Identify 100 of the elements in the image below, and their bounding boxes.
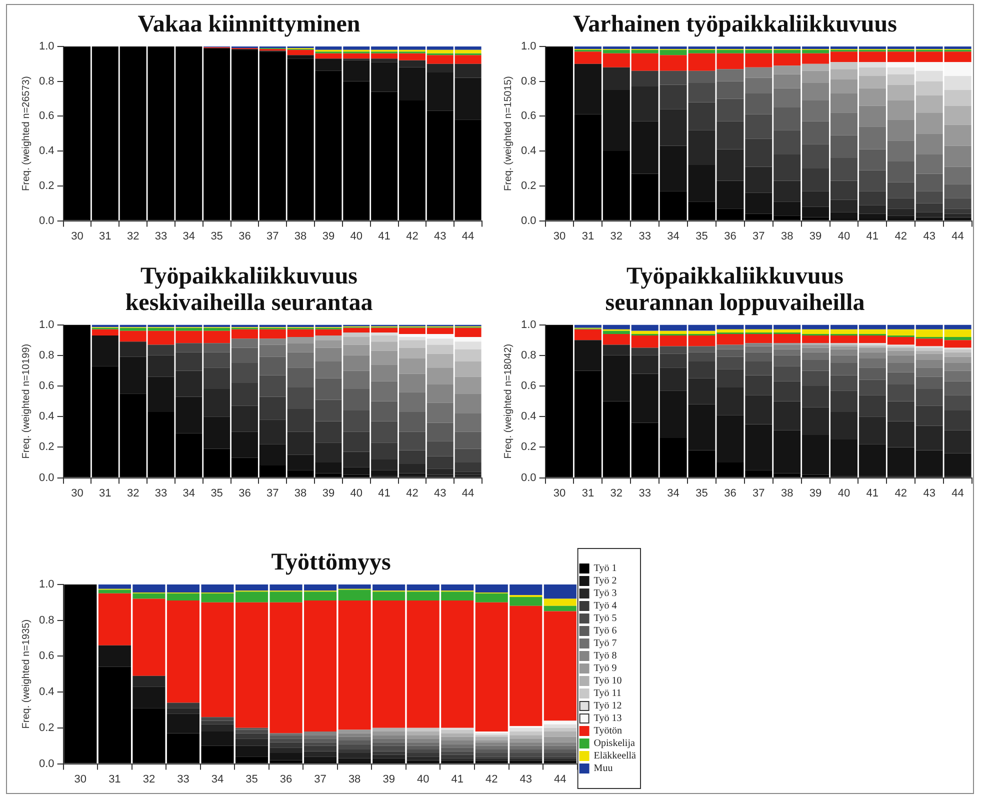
x-tick-label: 39 bbox=[809, 230, 822, 242]
y-tick-label: 0.8 bbox=[520, 349, 536, 362]
x-tick-label: 43 bbox=[434, 487, 446, 500]
legend-label: Työ 11 bbox=[594, 688, 622, 700]
bar bbox=[132, 686, 166, 708]
legend-label: Työ 6 bbox=[594, 626, 617, 637]
bar bbox=[602, 330, 630, 334]
legend-label: Työ 9 bbox=[594, 663, 617, 674]
legend-label: Työ 8 bbox=[594, 650, 617, 662]
chart-title: Työttömyys bbox=[271, 549, 391, 576]
bar bbox=[235, 738, 268, 746]
y-tick-label: 0.6 bbox=[520, 110, 536, 122]
x-tick-label: 36 bbox=[280, 773, 292, 786]
bar bbox=[98, 645, 131, 667]
y-tick-label: 0.4 bbox=[520, 410, 536, 423]
x-tick-label: 33 bbox=[177, 773, 190, 786]
y-tick-label: 0.2 bbox=[38, 722, 54, 734]
x-tick-label: 31 bbox=[108, 773, 121, 786]
x-tick-label: 43 bbox=[520, 773, 532, 786]
y-axis-title: Freq. (weighted n=15015) bbox=[502, 76, 514, 191]
y-tick-label: 0.2 bbox=[38, 180, 54, 192]
bar bbox=[544, 746, 576, 750]
x-tick-label: 36 bbox=[724, 487, 736, 500]
legend-label: Opiskelija bbox=[594, 738, 636, 750]
legend-label: Työ 1 bbox=[594, 563, 617, 574]
bar bbox=[201, 720, 234, 724]
y-axis-title: Freq. (weighted n=1935) bbox=[20, 619, 32, 729]
x-tick-label: 35 bbox=[696, 487, 708, 500]
bar bbox=[544, 720, 576, 724]
bar bbox=[304, 738, 337, 742]
x-tick-label: 37 bbox=[314, 773, 326, 786]
bar bbox=[270, 735, 302, 739]
x-tick-label: 36 bbox=[238, 230, 251, 242]
x-tick-label: 37 bbox=[752, 487, 765, 500]
x-tick-label: 36 bbox=[724, 230, 736, 242]
y-tick-label: 0.8 bbox=[38, 349, 54, 362]
x-tick-label: 37 bbox=[266, 487, 279, 500]
bar bbox=[510, 728, 542, 732]
x-tick-label: 31 bbox=[582, 230, 594, 242]
x-tick-label: 42 bbox=[486, 773, 498, 786]
x-tick-label: 43 bbox=[923, 230, 936, 242]
x-tick-label: 30 bbox=[71, 230, 84, 242]
y-tick-label: 0.6 bbox=[38, 380, 54, 392]
legend-label: Eläkkeellä bbox=[594, 750, 637, 762]
x-tick-label: 32 bbox=[126, 487, 140, 500]
y-tick-label: 0.4 bbox=[38, 145, 54, 158]
x-tick-label: 38 bbox=[780, 487, 794, 500]
x-tick-label: 42 bbox=[406, 487, 418, 500]
x-tick-label: 33 bbox=[154, 230, 168, 242]
bar bbox=[201, 717, 234, 721]
bar bbox=[544, 742, 576, 746]
x-tick-label: 38 bbox=[294, 487, 307, 500]
chart-title: Varhainen työpaikkaliikkuvuus bbox=[573, 11, 897, 38]
x-tick-label: 43 bbox=[923, 487, 936, 500]
bar bbox=[166, 708, 200, 714]
x-tick-label: 42 bbox=[894, 487, 908, 500]
y-tick-label: 0.8 bbox=[38, 75, 54, 88]
legend-label: Työ 4 bbox=[594, 600, 617, 612]
y-tick-label: 0.0 bbox=[520, 472, 536, 484]
x-tick-label: 40 bbox=[350, 230, 363, 242]
x-tick-label: 38 bbox=[348, 773, 361, 786]
x-tick-label: 43 bbox=[434, 230, 446, 242]
x-tick-label: 32 bbox=[610, 487, 623, 500]
chart-title: Työpaikkaliikkuvuus seurannan loppuvaiheilla bbox=[605, 263, 865, 316]
bar bbox=[544, 749, 576, 754]
x-tick-label: 32 bbox=[126, 230, 140, 242]
x-tick-label: 41 bbox=[378, 487, 390, 500]
x-tick-label: 39 bbox=[382, 773, 395, 786]
bar bbox=[235, 746, 268, 757]
legend-label: Työ 7 bbox=[594, 638, 617, 650]
x-tick-label: 33 bbox=[638, 230, 651, 242]
legend-label: Työ 10 bbox=[594, 676, 622, 687]
legend-label: Työ 12 bbox=[594, 700, 622, 712]
bar bbox=[235, 733, 268, 739]
y-tick-label: 0.4 bbox=[520, 145, 536, 158]
x-tick-label: 40 bbox=[416, 773, 430, 786]
x-tick-label: 35 bbox=[210, 230, 223, 242]
x-tick-label: 30 bbox=[553, 230, 566, 242]
legend-label: Työtön bbox=[594, 726, 622, 737]
x-tick-label: 35 bbox=[246, 773, 258, 786]
bar bbox=[544, 724, 576, 728]
y-axis-title: Freq. (weighted n=18042) bbox=[502, 344, 514, 459]
x-tick-label: 33 bbox=[638, 487, 651, 500]
bar bbox=[304, 742, 337, 746]
x-tick-label: 38 bbox=[294, 230, 307, 242]
y-tick-label: 0.6 bbox=[38, 650, 54, 662]
bar bbox=[166, 702, 200, 708]
x-tick-label: 35 bbox=[210, 487, 223, 500]
x-tick-label: 34 bbox=[182, 230, 196, 242]
x-tick-label: 39 bbox=[322, 230, 335, 242]
bar bbox=[510, 732, 542, 736]
x-tick-label: 41 bbox=[866, 487, 879, 500]
y-tick-label: 0.0 bbox=[38, 472, 54, 484]
x-tick-label: 30 bbox=[74, 773, 87, 786]
x-tick-label: 34 bbox=[667, 230, 680, 242]
y-tick-label: 0.2 bbox=[520, 441, 536, 454]
bar bbox=[304, 735, 337, 739]
x-tick-label: 44 bbox=[462, 487, 474, 500]
x-tick-label: 34 bbox=[182, 487, 196, 500]
bar bbox=[270, 738, 302, 742]
